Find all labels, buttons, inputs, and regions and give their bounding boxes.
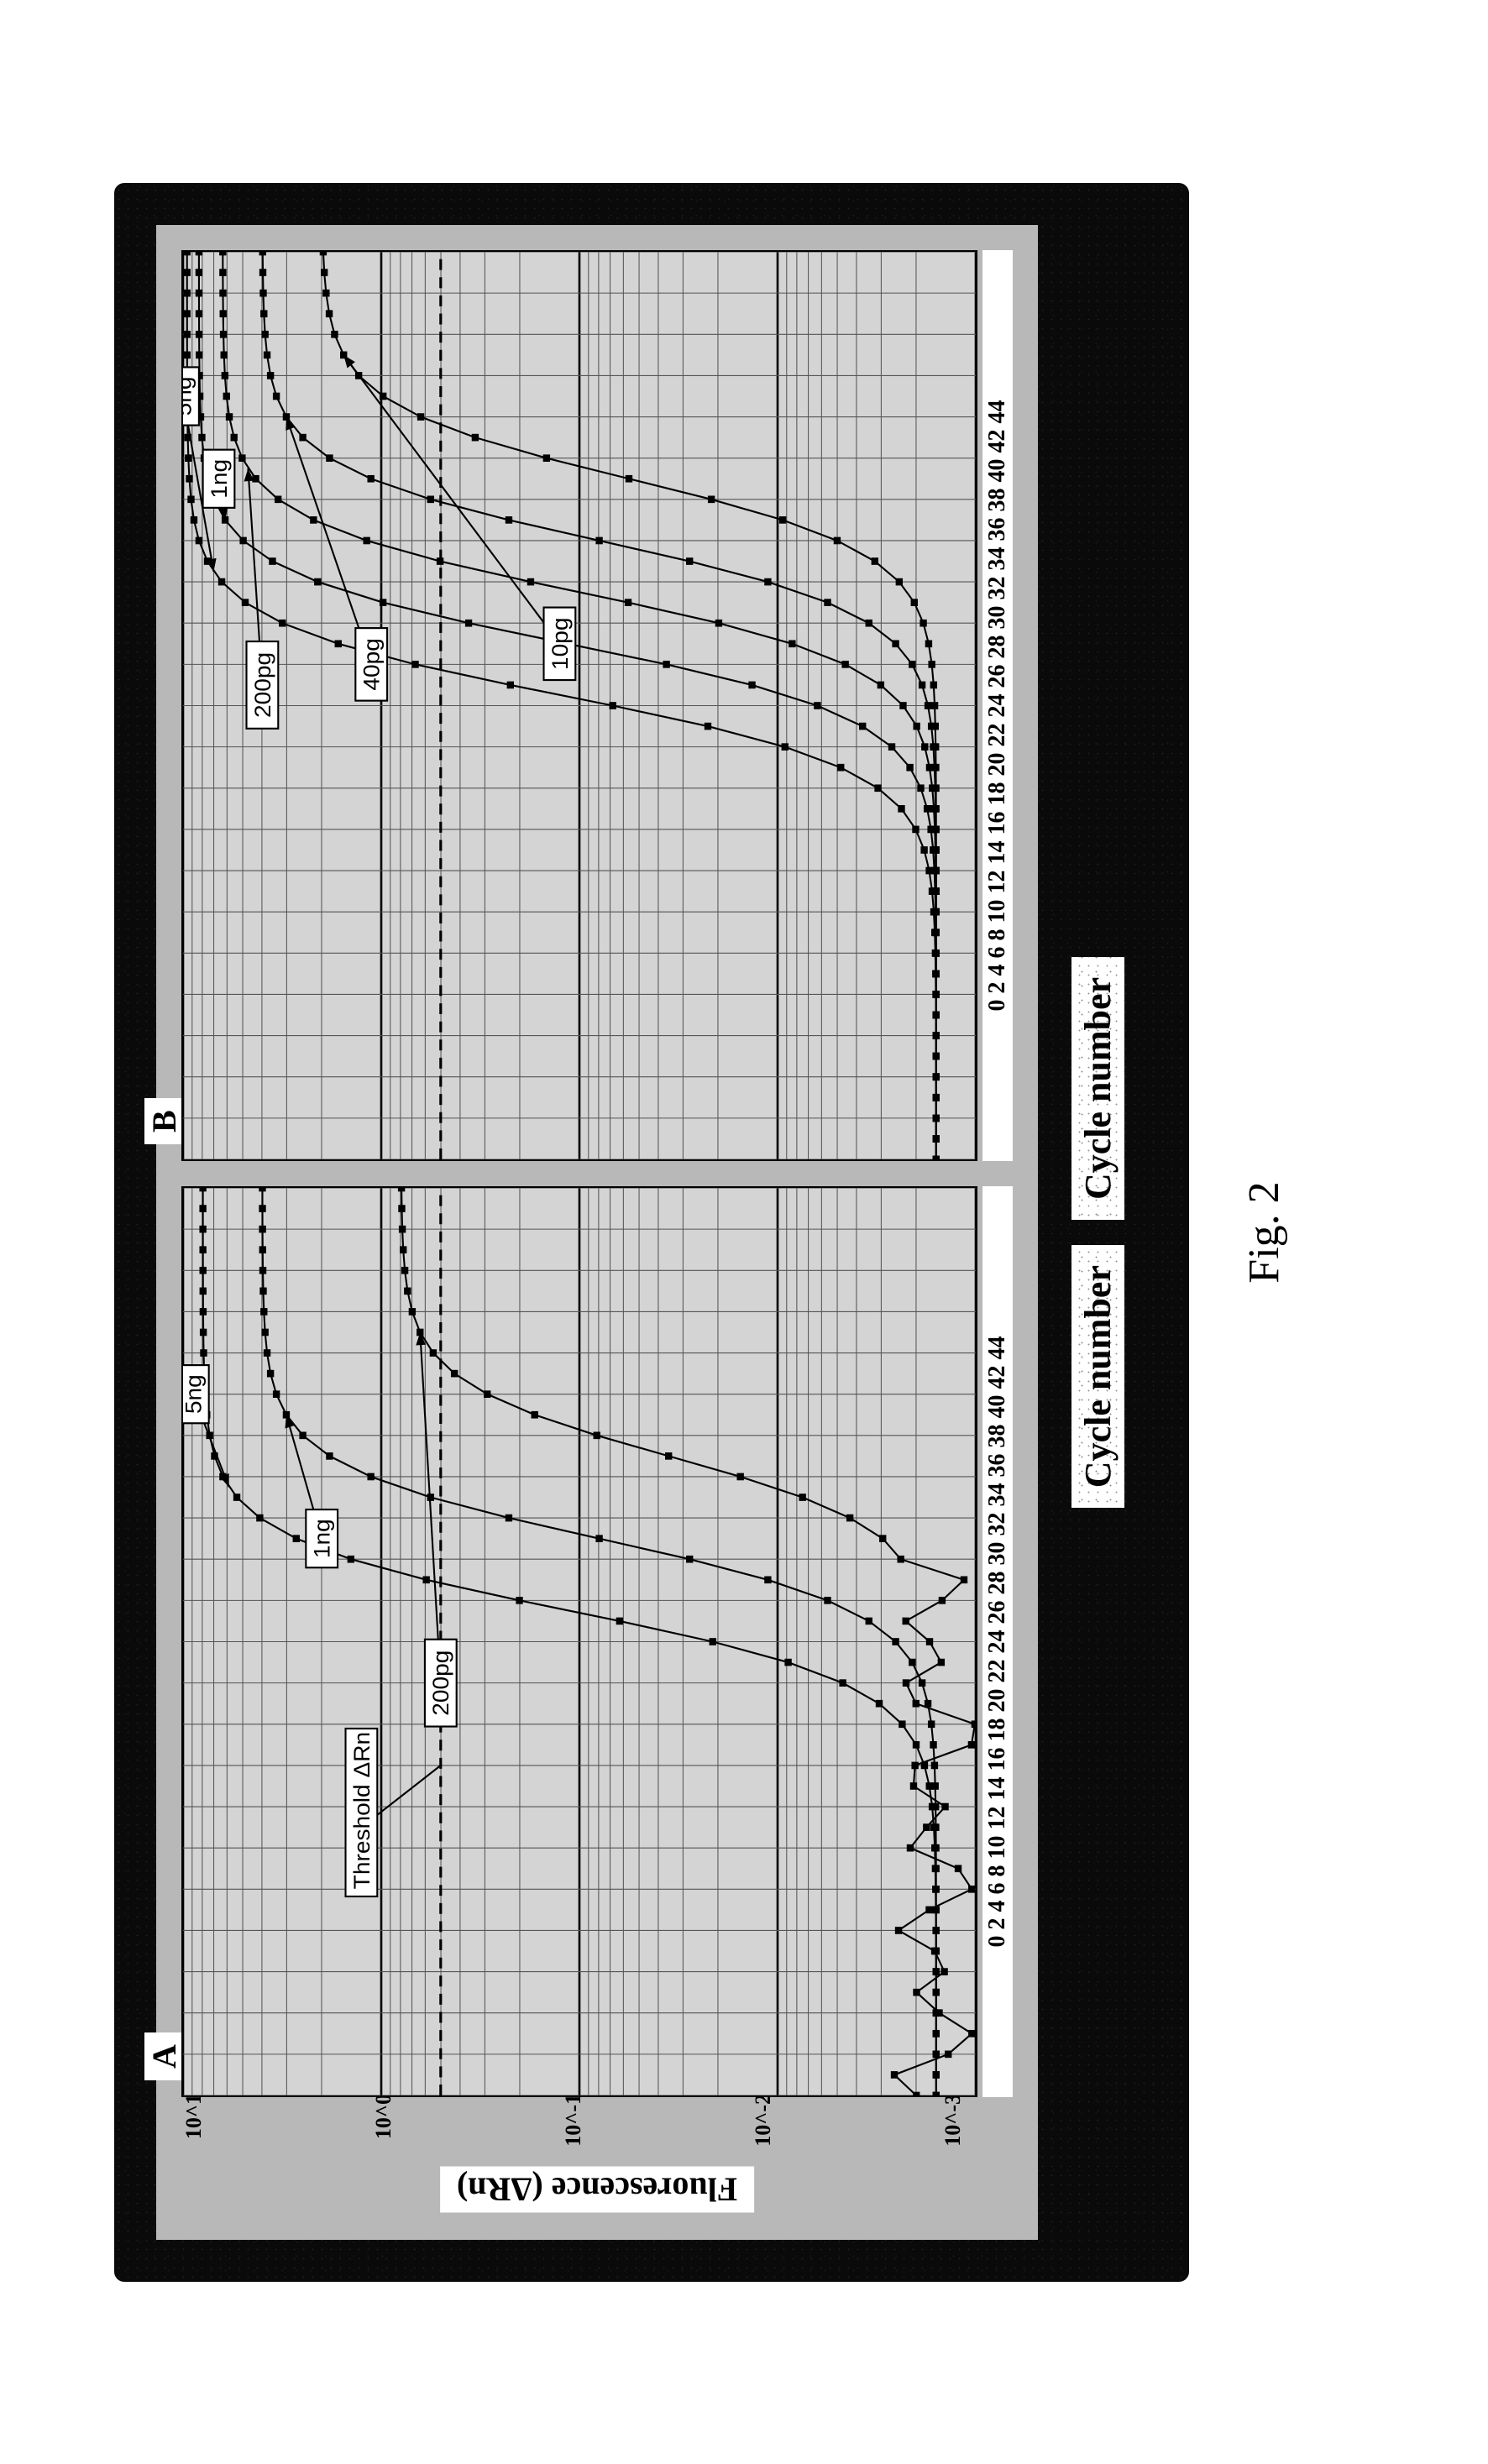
figure-inner: Fluorescence (ΔRn) 10^1 10^0 10^-1 10^-2…: [156, 225, 1038, 2240]
svg-text:200pg: 200pg: [249, 651, 275, 717]
svg-text:40pg: 40pg: [359, 638, 385, 691]
ytick: 10^1: [181, 2094, 207, 2156]
x-axis-label-A: Cycle number: [1071, 1245, 1124, 1508]
svg-text:10pg: 10pg: [547, 617, 573, 670]
svg-text:5ng: 5ng: [183, 1374, 206, 1414]
ytick: 10^-2: [751, 2094, 776, 2156]
y-axis-label: Fluorescence (ΔRn): [440, 2166, 754, 2212]
ytick: 10^-1: [561, 2094, 586, 2156]
panel-letter-B: B: [144, 1098, 184, 1144]
figure-caption: Fig. 2: [1239, 1181, 1289, 1283]
svg-text:1ng: 1ng: [309, 1519, 335, 1558]
x-axis-label-row: Cycle number Cycle number: [1071, 225, 1124, 2240]
y-axis-ticks: 10^1 10^0 10^-1 10^-2 10^-3: [181, 2089, 966, 2156]
x-ticks-B: 0 2 4 6 8 10 12 14 16 18 20 22 24 26 28 …: [982, 250, 1013, 1161]
panel-A: A 5ng1ng200pgThreshold ΔRn 0 2 4 6 8 10 …: [181, 1186, 1013, 2097]
plot-area-A: 5ng 1ng 200pg Threshold ΔRn: [181, 1186, 977, 2097]
svg-text:5ng: 5ng: [183, 376, 196, 416]
x-ticks-A: 0 2 4 6 8 10 12 14 16 18 20 22 24 26 28 …: [982, 1186, 1013, 2097]
panel-B: B 5ng1ng200pg40pg10pg 0 2 4 6 8 10 12 14…: [181, 250, 1013, 1161]
svg-text:Threshold ΔRn: Threshold ΔRn: [348, 1731, 375, 1888]
svg-text:1ng: 1ng: [206, 458, 232, 498]
figure-panel-frame: Fluorescence (ΔRn) 10^1 10^0 10^-1 10^-2…: [114, 183, 1189, 2282]
svg-text:200pg: 200pg: [428, 1650, 454, 1715]
plot-area-B: 5ng 1ng 200pg 40pg 10pg: [181, 250, 977, 1161]
ytick: 10^-3: [940, 2094, 966, 2156]
panel-letter-A: A: [144, 2032, 184, 2080]
x-axis-label-B: Cycle number: [1071, 956, 1124, 1219]
ytick: 10^0: [371, 2094, 396, 2156]
